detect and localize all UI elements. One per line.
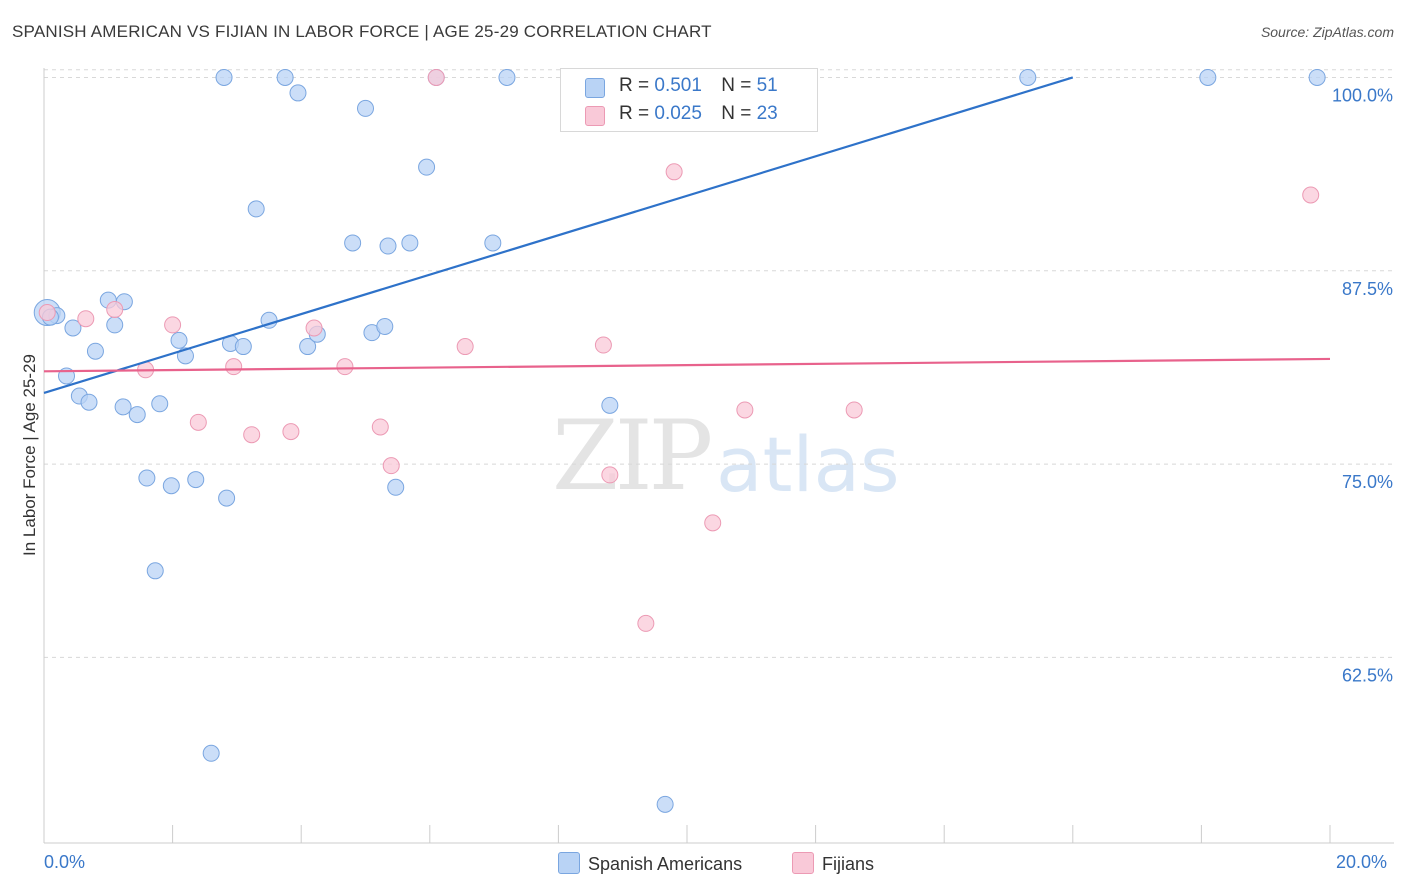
fijian-point: [189, 413, 207, 431]
spanish-american-point: [64, 319, 82, 337]
spanish-american-point: [498, 68, 516, 86]
spanish-american-point: [1019, 68, 1037, 86]
y-axis-label: In Labor Force | Age 25-29: [20, 354, 39, 556]
legend-row-spanish-americans: R = 0.501 N = 51: [585, 75, 778, 98]
spanish-american-point: [187, 471, 205, 489]
spanish-american-point: [376, 317, 394, 335]
legend-r-label: R =: [619, 75, 650, 96]
source-credit: Source: ZipAtlas.com: [1260, 24, 1394, 40]
spanish-american-point: [344, 234, 362, 252]
spanish-american-point: [202, 744, 220, 762]
x-tick-label-max: 20.0%: [1336, 852, 1388, 872]
spanish-american-point: [299, 338, 317, 356]
legend-n-value: 51: [756, 75, 778, 96]
chart-title: SPANISH AMERICAN VS FIJIAN IN LABOR FORC…: [12, 22, 712, 41]
y-tick-label: 62.5%: [1342, 665, 1393, 685]
spanish-american-point: [276, 68, 294, 86]
fijian-point: [637, 614, 655, 632]
legend-r-label: R =: [619, 103, 650, 124]
spanish-american-point: [138, 469, 156, 487]
watermark-zip: ZIP: [552, 400, 713, 512]
spanish-american-point: [215, 68, 233, 86]
fijian-point: [282, 423, 300, 441]
fijian-point: [77, 310, 95, 328]
spanish-american-point: [151, 395, 169, 413]
spanish-american-point: [114, 398, 132, 416]
fijian-point: [336, 358, 354, 376]
spanish-american-point: [106, 316, 124, 334]
spanish-american-point: [247, 200, 265, 218]
spanish-american-point: [1308, 68, 1326, 86]
legend-n-value: 23: [756, 103, 778, 124]
fijian-point: [601, 466, 619, 484]
spanish-american-point: [601, 396, 619, 414]
spanish-american-point: [418, 158, 436, 176]
bottom-legend-label: Fijians: [822, 854, 875, 874]
spanish-american-point: [387, 478, 405, 496]
fijian-point: [736, 401, 754, 419]
spanish-american-point: [146, 562, 164, 580]
spanish-american-point: [218, 489, 236, 507]
spanish-american-point: [1199, 68, 1217, 86]
spanish-american-point: [80, 393, 98, 411]
fijian-point: [456, 338, 474, 356]
fijian-point: [106, 300, 124, 318]
bottom-legend-fijians: Fijians: [792, 852, 874, 875]
spanish-american-point: [289, 84, 307, 102]
legend-r-value: 0.501: [654, 75, 702, 96]
spanish-american-point: [379, 237, 397, 255]
legend-n-label: N =: [721, 103, 752, 124]
fijian-point: [225, 358, 243, 376]
spanish-american-point: [656, 795, 674, 813]
bottom-legend-spanish-americans: Spanish Americans: [558, 852, 742, 875]
legend-swatch-pink: [585, 106, 605, 126]
y-tick-label: 87.5%: [1342, 279, 1393, 299]
spanish-american-trendline: [43, 76, 1074, 395]
stats-legend: R = 0.501 N = 51 R = 0.025 N = 23: [560, 68, 818, 132]
legend-row-fijians: R = 0.025 N = 23: [585, 103, 778, 126]
y-tick-label: 75.0%: [1342, 472, 1393, 492]
spanish-american-point: [234, 338, 252, 356]
spanish-american-point: [86, 342, 104, 360]
spanish-american-point: [162, 477, 180, 495]
fijian-point: [164, 316, 182, 334]
spanish-american-point: [401, 234, 419, 252]
spanish-american-point: [484, 234, 502, 252]
bottom-legend-swatch-pink: [792, 852, 814, 874]
fijian-point: [382, 457, 400, 475]
fijian-point: [305, 319, 323, 337]
fijian-point: [427, 68, 445, 86]
legend-r-value: 0.025: [654, 103, 702, 124]
fijian-point: [594, 336, 612, 354]
bottom-legend-swatch-blue: [558, 852, 580, 874]
legend-n-label: N =: [721, 75, 752, 96]
spanish-american-point: [170, 331, 188, 349]
y-tick-label: 100.0%: [1332, 85, 1393, 105]
fijian-point: [704, 514, 722, 532]
spanish-american-point: [357, 99, 374, 117]
fijian-point: [371, 418, 389, 436]
fijian-point: [38, 304, 56, 322]
fijian-point: [1302, 186, 1320, 204]
bottom-legend-label: Spanish Americans: [588, 854, 743, 874]
fijian-point: [665, 163, 683, 181]
legend-swatch-blue: [585, 78, 605, 98]
fijian-point: [243, 426, 261, 444]
spanish-american-point: [128, 406, 146, 424]
fijian-point: [845, 401, 863, 419]
x-tick-label-min: 0.0%: [44, 852, 86, 872]
fijian-trendline: [43, 357, 1331, 373]
